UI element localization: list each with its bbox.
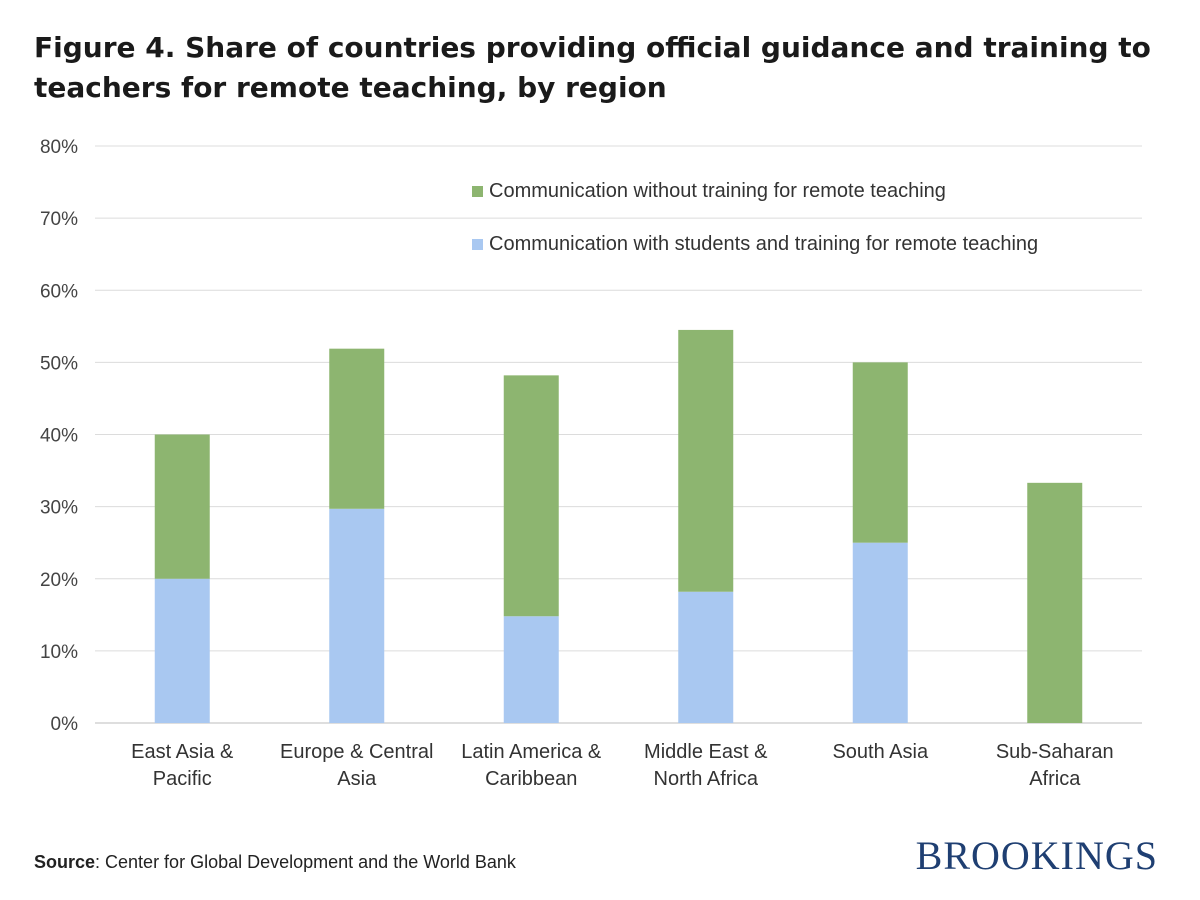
bar-without-training-5 xyxy=(1027,482,1083,723)
x-category-label: Asia xyxy=(337,768,377,790)
y-tick-label: 30% xyxy=(40,498,78,519)
y-tick-label: 50% xyxy=(40,353,78,374)
bar-without-training-3 xyxy=(678,329,734,592)
bar-with-training-3 xyxy=(678,591,734,723)
y-tick-label: 60% xyxy=(40,281,78,302)
bar-with-training-1 xyxy=(329,508,385,723)
x-category-label: Latin America & xyxy=(461,741,602,763)
legend-label: Communication without training for remot… xyxy=(489,180,946,202)
x-category-label: Sub-Saharan xyxy=(996,741,1114,763)
brookings-logo: BROOKINGS xyxy=(915,833,1158,878)
bars xyxy=(154,329,1083,723)
source-note: Source: Center for Global Development an… xyxy=(34,852,516,873)
bar-with-training-2 xyxy=(503,616,559,723)
legend-label: Communication with students and training… xyxy=(489,233,1038,255)
bar-without-training-2 xyxy=(503,375,559,617)
x-category-label: Pacific xyxy=(153,768,212,790)
x-category-label: South Asia xyxy=(832,741,929,763)
y-tick-label: 40% xyxy=(40,426,78,447)
legend: Communication without training for remot… xyxy=(472,180,1038,255)
chart-title: Figure 4. Share of countries providing o… xyxy=(34,31,1151,104)
gridlines xyxy=(95,145,1142,724)
y-tick-label: 70% xyxy=(40,209,78,230)
bar-without-training-0 xyxy=(154,434,210,579)
bar-with-training-4 xyxy=(852,542,908,723)
y-tick-label: 20% xyxy=(40,570,78,591)
legend-swatch xyxy=(472,186,483,197)
source-text: : Center for Global Development and the … xyxy=(95,852,516,872)
x-axis-category-labels: East Asia & Pacific Europe & Central Asia La… xyxy=(131,741,1114,790)
y-axis-tick-labels: 0% 10% 20% 30% 40% 50% 60% 70% 80% xyxy=(40,137,78,735)
x-category-label: Caribbean xyxy=(485,768,577,790)
x-category-label: Middle East & xyxy=(644,741,768,763)
y-tick-label: 0% xyxy=(51,714,79,735)
bar-with-training-0 xyxy=(154,578,210,723)
y-tick-label: 80% xyxy=(40,137,78,158)
x-category-label: East Asia & xyxy=(131,741,234,763)
source-label: Source xyxy=(34,852,96,872)
y-tick-label: 10% xyxy=(40,642,78,663)
bar-without-training-4 xyxy=(852,362,908,543)
x-category-label: Europe & Central xyxy=(280,741,433,763)
x-category-label: Africa xyxy=(1029,768,1081,790)
bar-without-training-1 xyxy=(329,348,385,509)
x-category-label: North Africa xyxy=(654,768,759,790)
legend-swatch xyxy=(472,239,483,250)
